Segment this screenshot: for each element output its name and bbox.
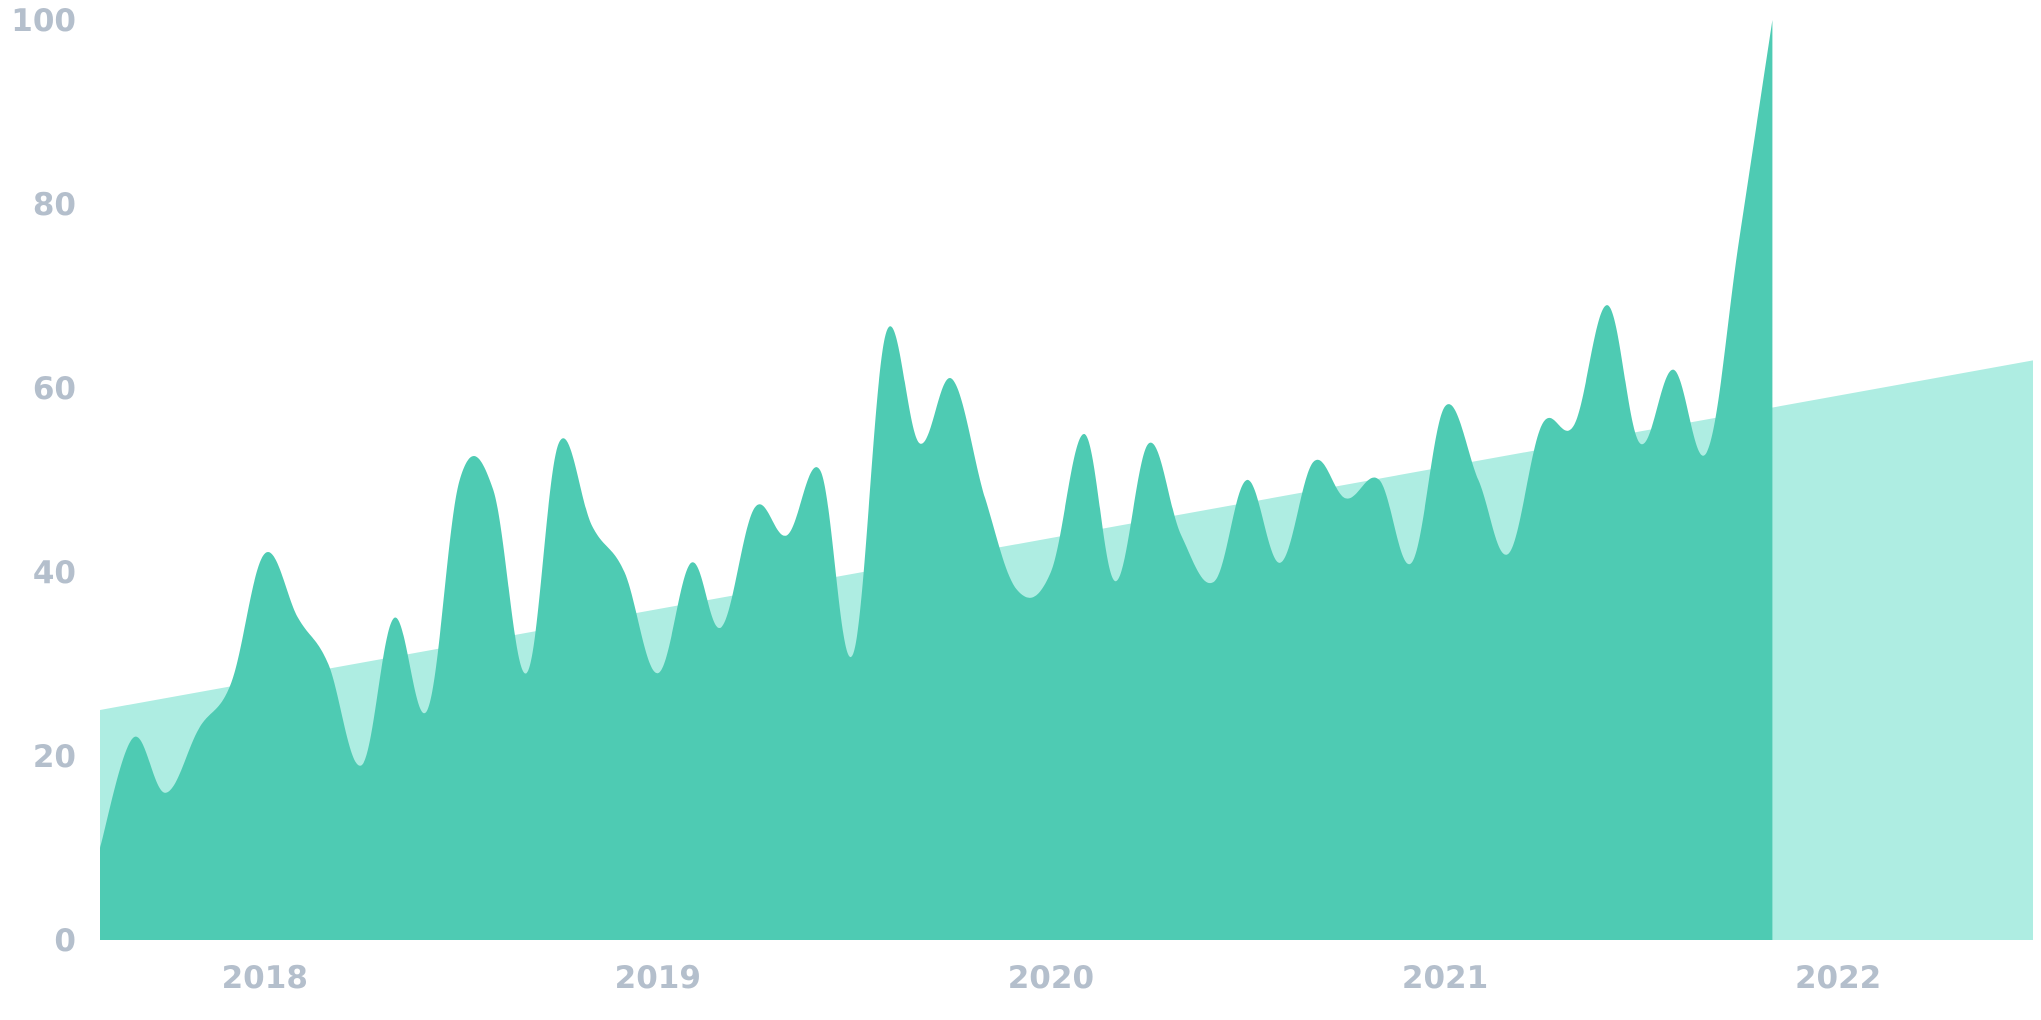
series-area bbox=[100, 20, 1773, 940]
y-tick-label: 60 bbox=[33, 371, 76, 407]
y-tick-label: 0 bbox=[54, 923, 76, 959]
y-tick-label: 40 bbox=[33, 555, 76, 591]
x-tick-label: 2021 bbox=[1402, 960, 1488, 996]
y-tick-label: 80 bbox=[33, 187, 76, 223]
y-tick-label: 100 bbox=[11, 3, 76, 39]
x-tick-label: 2020 bbox=[1008, 960, 1094, 996]
x-tick-label: 2019 bbox=[615, 960, 701, 996]
x-axis-ticks: 2018 2019 2020 2021 2022 bbox=[222, 960, 1882, 996]
y-axis-ticks: 0 20 40 60 80 100 bbox=[11, 3, 76, 959]
y-tick-label: 20 bbox=[33, 739, 76, 775]
x-tick-label: 2018 bbox=[222, 960, 308, 996]
plot-area bbox=[100, 20, 2033, 940]
x-tick-label: 2022 bbox=[1795, 960, 1881, 996]
